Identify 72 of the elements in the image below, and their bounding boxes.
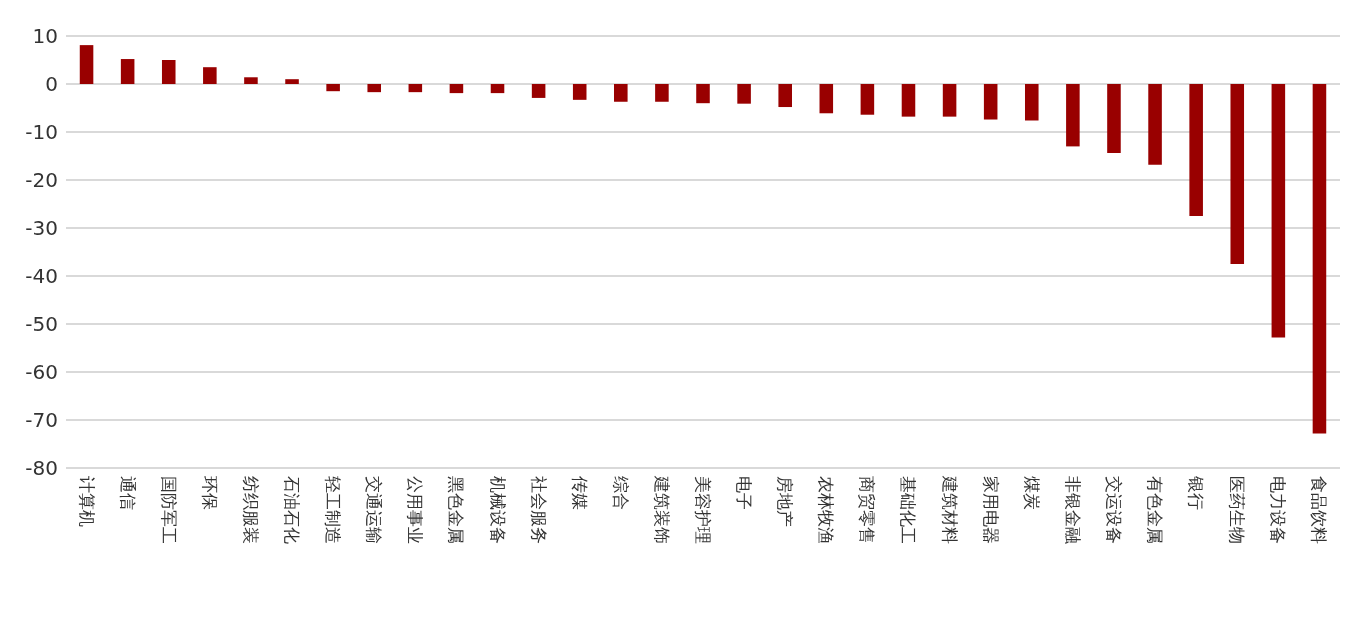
bar	[408, 84, 423, 93]
bar	[79, 45, 94, 84]
x-tick-label: 计算机	[76, 476, 97, 527]
bar	[449, 84, 464, 94]
bar	[778, 84, 792, 108]
y-tick-label: -20	[25, 168, 58, 192]
bar	[1271, 84, 1286, 338]
x-tick-label: 纺织服装	[240, 476, 261, 544]
x-tick-label: 综合	[610, 476, 631, 510]
bar	[490, 84, 505, 94]
bar	[161, 60, 176, 84]
bar	[942, 84, 957, 117]
bar	[1066, 84, 1080, 147]
x-tick-label: 煤炭	[1021, 476, 1042, 510]
x-tick-label: 建筑材料	[939, 475, 960, 544]
bar	[572, 84, 587, 100]
x-tick-label: 商贸零售	[857, 476, 878, 544]
x-tick-label: 传媒	[569, 476, 590, 510]
x-tick-label: 电子	[734, 476, 755, 510]
bar	[983, 84, 998, 120]
bar	[737, 84, 751, 104]
x-tick-label: 银行	[1186, 475, 1207, 510]
bar	[326, 84, 340, 92]
bar	[1189, 84, 1203, 216]
bar	[1148, 84, 1162, 165]
x-tick-label: 国防军工	[158, 476, 179, 544]
y-tick-label: -30	[25, 216, 58, 240]
bar	[655, 84, 669, 102]
y-tick-label: -80	[25, 456, 58, 480]
x-tick-label: 轻工制造	[323, 476, 344, 544]
bar	[819, 84, 834, 114]
x-tick-label: 食品饮料	[1309, 476, 1330, 544]
y-tick-label: -40	[25, 264, 58, 288]
bar	[367, 84, 382, 93]
x-tick-label: 医药生物	[1227, 476, 1248, 544]
x-tick-label: 石油石化	[282, 476, 303, 544]
bar	[860, 84, 875, 115]
x-tick-label: 机械设备	[487, 476, 508, 544]
bar	[1312, 84, 1327, 434]
bar	[1230, 84, 1245, 264]
x-tick-label: 黑色金属	[446, 476, 467, 544]
x-tick-label: 环保	[199, 476, 220, 510]
bar	[531, 84, 546, 98]
bar	[120, 59, 135, 84]
x-tick-label: 房地产	[775, 476, 796, 527]
x-tick-label: 美容护理	[693, 476, 713, 544]
bar	[1107, 84, 1121, 154]
bar	[614, 84, 628, 102]
x-tick-label: 基础化工	[898, 476, 919, 544]
y-tick-label: -50	[25, 312, 58, 336]
bar	[901, 84, 916, 117]
x-tick-label: 非银金融	[1062, 476, 1083, 544]
x-tick-label: 社会服务	[528, 476, 549, 544]
x-tick-label: 通信	[117, 476, 138, 510]
bar	[203, 67, 217, 84]
y-tick-label: -70	[25, 408, 58, 432]
x-tick-label: 公用事业	[405, 476, 426, 544]
x-tick-label: 交通运输	[364, 476, 385, 544]
x-tick-label: 家用电器	[980, 476, 1001, 544]
bar	[696, 84, 710, 104]
x-tick-label: 农林牧渔	[816, 476, 837, 544]
x-tick-label: 电力设备	[1268, 476, 1289, 544]
y-tick-label: -60	[25, 360, 58, 384]
y-tick-label: 0	[45, 72, 58, 96]
x-tick-label: 交运设备	[1103, 476, 1124, 544]
x-tick-label: 建筑装饰	[651, 475, 672, 544]
bar	[285, 79, 299, 84]
bar	[1024, 84, 1039, 121]
y-tick-label: -10	[25, 120, 58, 144]
bar	[244, 77, 258, 84]
x-tick-label: 有色金属	[1145, 476, 1166, 544]
y-tick-label: 10	[32, 24, 58, 48]
